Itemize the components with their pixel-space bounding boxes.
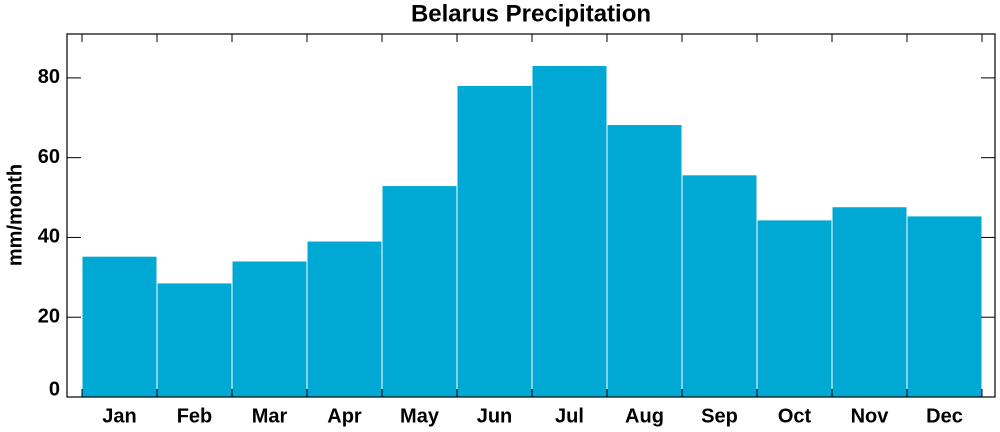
x-tick-label: Aug (625, 405, 664, 427)
bar (531, 65, 608, 398)
bar (906, 215, 983, 398)
bar (681, 174, 758, 398)
x-tick-label: Sep (701, 405, 738, 427)
bar (381, 185, 458, 398)
bar (756, 219, 833, 398)
bar (306, 240, 383, 398)
x-tick-label: Jan (102, 405, 136, 427)
y-tick-label: 60 (38, 146, 60, 168)
bar (831, 206, 908, 398)
x-tick-label: Mar (252, 405, 288, 427)
y-axis-label: mm/month (4, 164, 26, 266)
bar (606, 124, 683, 398)
x-tick-label: Oct (778, 405, 812, 427)
x-tick-label: Apr (327, 405, 362, 427)
x-tick-label: Jun (477, 405, 513, 427)
y-tick-label: 40 (38, 226, 60, 248)
y-tick-label: 80 (38, 66, 60, 88)
x-tick-label: Jul (555, 405, 584, 427)
plot-frame (66, 33, 996, 398)
bar (456, 84, 533, 398)
x-tick-label: Nov (851, 405, 890, 427)
chart-title: Belarus Precipitation (411, 0, 651, 27)
y-tick-label: 20 (38, 306, 60, 328)
bar (156, 282, 233, 398)
bar (81, 255, 158, 398)
bar (231, 260, 308, 398)
x-tick-label: May (400, 405, 440, 427)
x-tick-label: Dec (926, 405, 963, 427)
x-tick-label: Feb (177, 405, 213, 427)
y-tick-label: 0 (49, 378, 60, 400)
